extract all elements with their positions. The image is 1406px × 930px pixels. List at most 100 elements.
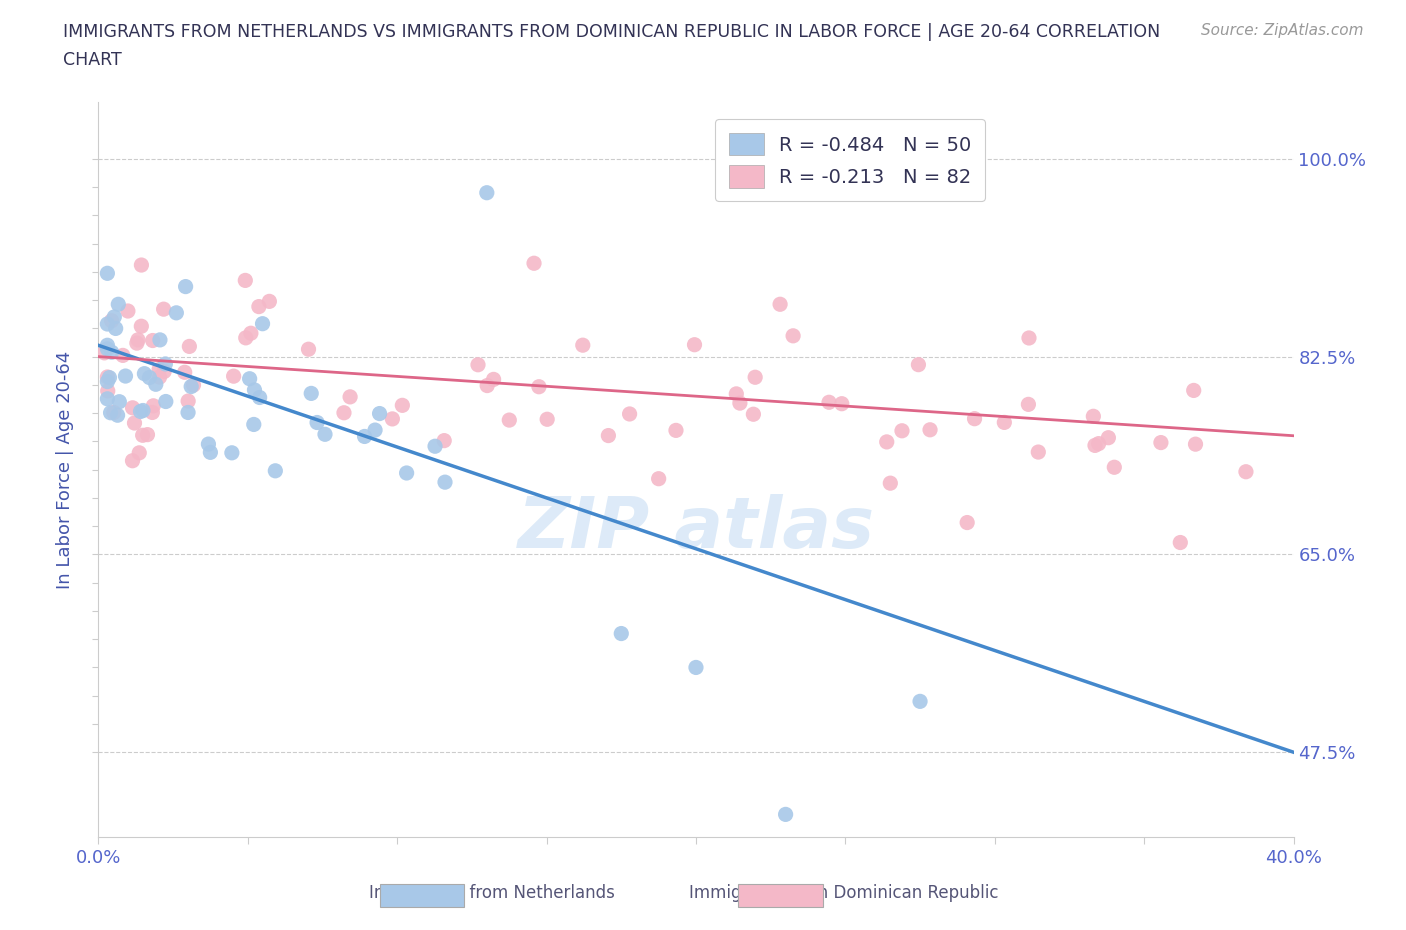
Point: [1234, 464, 1257, 479]
Point: [782, 328, 804, 343]
Point: [155, 356, 177, 371]
Point: [114, 368, 136, 383]
Point: [96, 392, 118, 406]
Point: [153, 364, 176, 379]
Point: [152, 301, 174, 316]
Point: [610, 626, 633, 641]
Point: [239, 326, 262, 340]
Point: [149, 369, 172, 384]
Text: Immigrants from Netherlands: Immigrants from Netherlands: [370, 884, 614, 902]
Point: [155, 394, 177, 409]
Point: [818, 395, 841, 410]
Point: [264, 463, 287, 478]
Point: [685, 660, 707, 675]
Point: [333, 405, 356, 420]
Point: [96, 338, 118, 352]
Point: [368, 406, 391, 421]
Point: [107, 297, 129, 312]
Point: [138, 370, 160, 385]
Point: [149, 332, 172, 347]
Point: [97, 383, 120, 398]
Point: [1083, 409, 1105, 424]
Point: [876, 434, 898, 449]
Point: [307, 415, 329, 430]
Point: [93, 345, 115, 360]
Point: [364, 422, 387, 437]
Point: [1182, 383, 1205, 398]
Point: [1087, 436, 1109, 451]
Point: [433, 433, 456, 448]
Point: [107, 407, 129, 422]
Point: [683, 338, 706, 352]
Point: [391, 398, 413, 413]
Text: CHART: CHART: [63, 51, 122, 69]
Point: [993, 415, 1015, 430]
Point: [1018, 330, 1040, 345]
Point: [1084, 438, 1107, 453]
Point: [100, 405, 122, 420]
Point: [1104, 459, 1126, 474]
Point: [891, 423, 914, 438]
Point: [523, 256, 546, 271]
Point: [299, 386, 322, 401]
Point: [96, 374, 118, 389]
Point: [477, 379, 499, 393]
Point: [233, 273, 256, 288]
Point: [1097, 431, 1119, 445]
Point: [136, 427, 159, 442]
Point: [353, 429, 375, 444]
Point: [619, 406, 641, 421]
Point: [1026, 445, 1049, 459]
Point: [174, 279, 197, 294]
Point: [148, 362, 170, 377]
Point: [249, 390, 271, 405]
Point: [177, 405, 200, 420]
Point: [963, 411, 986, 426]
Point: [104, 321, 127, 336]
Point: [200, 445, 222, 459]
Point: [180, 379, 202, 394]
Point: [647, 472, 669, 486]
Point: [129, 404, 152, 418]
Point: [239, 371, 262, 386]
Point: [179, 339, 201, 353]
Point: [127, 332, 149, 347]
Text: IMMIGRANTS FROM NETHERLANDS VS IMMIGRANTS FROM DOMINICAN REPUBLIC IN LABOR FORCE: IMMIGRANTS FROM NETHERLANDS VS IMMIGRANT…: [63, 23, 1160, 41]
Point: [131, 319, 153, 334]
Point: [165, 305, 187, 320]
Point: [725, 387, 748, 402]
Point: [1017, 397, 1039, 412]
Point: [728, 395, 751, 410]
Point: [121, 401, 143, 416]
Point: [1184, 437, 1206, 452]
Point: [769, 297, 792, 312]
Point: [247, 299, 270, 314]
Point: [100, 313, 122, 328]
Point: [96, 266, 118, 281]
Point: [482, 372, 505, 387]
Point: [475, 185, 498, 200]
Point: [96, 369, 118, 384]
Y-axis label: In Labor Force | Age 20-64: In Labor Force | Age 20-64: [56, 351, 75, 589]
Point: [434, 474, 457, 489]
Point: [96, 341, 118, 356]
Point: [221, 445, 243, 460]
Point: [742, 406, 765, 421]
Point: [1168, 535, 1191, 550]
Point: [222, 368, 245, 383]
Point: [142, 333, 165, 348]
Point: [142, 398, 165, 413]
Point: [121, 453, 143, 468]
Point: [100, 345, 122, 360]
Text: Immigrants from Dominican Republic: Immigrants from Dominican Republic: [689, 884, 998, 902]
Point: [665, 423, 688, 438]
Point: [775, 807, 797, 822]
Point: [98, 370, 121, 385]
Legend: R = -0.484   N = 50, R = -0.213   N = 82: R = -0.484 N = 50, R = -0.213 N = 82: [716, 119, 986, 201]
Point: [956, 515, 979, 530]
Point: [134, 366, 156, 381]
Point: [243, 382, 266, 397]
Point: [908, 694, 931, 709]
Point: [103, 310, 125, 325]
Point: [744, 370, 766, 385]
